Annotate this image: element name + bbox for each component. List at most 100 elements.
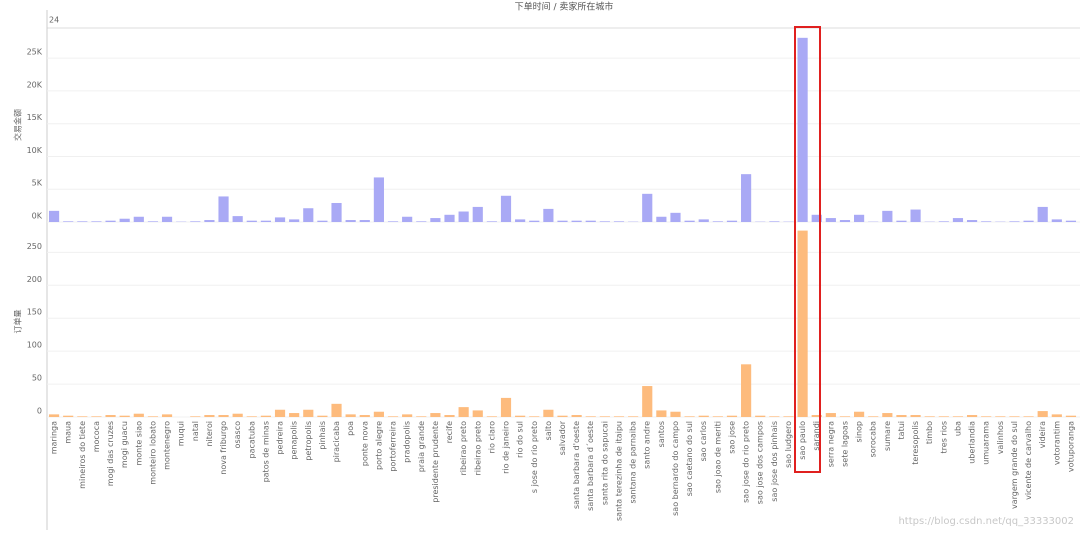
bar	[260, 220, 271, 222]
x-tick-label: sao jose do rio preto	[742, 421, 751, 503]
bar	[1009, 221, 1020, 222]
bar	[811, 415, 822, 417]
x-tick-label: sao jose dos campos	[756, 421, 765, 504]
y-tick-label: 25K	[27, 48, 43, 57]
bar	[1065, 415, 1077, 417]
bar	[274, 409, 286, 417]
bar	[839, 220, 851, 222]
bar	[500, 195, 512, 222]
bar	[981, 221, 992, 222]
bar	[628, 416, 639, 417]
bar	[712, 221, 723, 222]
x-tick-label: poa	[346, 421, 355, 436]
bar	[147, 416, 159, 417]
bar	[825, 218, 836, 222]
bar	[444, 415, 455, 417]
x-tick-label: maringa	[50, 421, 59, 454]
bar	[1051, 414, 1062, 417]
bar	[698, 415, 709, 417]
bar	[416, 221, 427, 222]
bar	[91, 221, 102, 222]
x-tick-label: mogi das cruzes	[106, 421, 115, 486]
bar	[232, 413, 243, 417]
x-tick-label: sorocaba	[869, 421, 878, 457]
bar	[430, 218, 441, 222]
x-tick-label: mogi guacu	[120, 421, 129, 468]
y-tick-label: 250	[27, 242, 42, 251]
bar	[274, 217, 286, 222]
bar	[430, 413, 441, 417]
x-tick-label: santos	[657, 421, 666, 447]
bar	[896, 415, 907, 417]
x-tick-label: sao caetano do sul	[685, 421, 694, 496]
bar	[63, 221, 74, 222]
x-tick-label: umuarama	[982, 421, 991, 465]
x-tick-label: vicente de carvalho	[1024, 421, 1033, 500]
bar	[769, 221, 780, 222]
x-tick-label: mineiros do tiete	[78, 421, 87, 489]
x-tick-label: sao bernardo do campo	[671, 421, 680, 516]
y-axis-label: 订单量	[13, 310, 23, 334]
bar	[1023, 416, 1034, 417]
bar	[190, 416, 201, 417]
bar	[599, 221, 610, 222]
x-tick-label: santa rita do sapucai	[600, 421, 609, 505]
x-tick-label: mococa	[92, 421, 101, 452]
bar	[77, 221, 88, 222]
bar	[119, 415, 130, 417]
bar	[458, 211, 469, 222]
bar	[656, 216, 667, 222]
bar	[48, 414, 60, 417]
x-tick-label: videira	[1038, 421, 1047, 448]
bar	[684, 416, 695, 417]
header-label: 24	[49, 16, 59, 25]
x-tick-label: patos de minas	[261, 421, 270, 482]
bar	[543, 409, 554, 417]
x-tick-label: santana de parnaiba	[629, 421, 638, 504]
bar	[246, 416, 257, 417]
bar	[486, 416, 497, 417]
bar	[966, 415, 978, 417]
x-tick-label: osasco	[233, 421, 242, 449]
bar	[289, 219, 300, 222]
bar	[684, 220, 695, 222]
watermark: https://blog.csdn.net/qq_33333002	[898, 516, 1074, 527]
bar	[218, 196, 229, 222]
bar	[387, 221, 399, 222]
bar	[938, 416, 949, 417]
x-tick-label: uberlandia	[968, 421, 977, 464]
bar	[882, 210, 893, 222]
x-tick-label: porto alegre	[374, 421, 383, 470]
bar	[613, 416, 625, 417]
bar	[642, 386, 653, 417]
bar	[670, 411, 681, 417]
bar	[966, 220, 978, 222]
bar	[91, 416, 102, 417]
bar	[529, 416, 540, 417]
bar	[48, 210, 60, 222]
bar	[289, 413, 300, 417]
bar	[458, 407, 469, 417]
highlight-box	[794, 26, 821, 473]
bar	[952, 218, 964, 222]
bar	[486, 221, 497, 222]
bar	[190, 221, 201, 222]
x-tick-label: petropolis	[304, 421, 313, 461]
bar	[1037, 411, 1048, 417]
bar	[260, 415, 271, 417]
y-tick-label: 200	[27, 275, 42, 284]
bar	[133, 216, 144, 222]
x-tick-label: recife	[445, 421, 454, 443]
x-tick-label: pinhais	[318, 421, 327, 450]
x-tick-label: sao paulo	[798, 421, 807, 460]
x-tick-label: sao ludgero	[784, 421, 793, 468]
x-tick-label: monteiro lobato	[148, 421, 157, 485]
bar	[515, 415, 526, 417]
bar	[1065, 220, 1077, 222]
x-tick-label: valinhos	[996, 421, 1005, 454]
bar	[755, 415, 766, 417]
bar	[529, 220, 540, 222]
bar	[854, 411, 865, 417]
bar	[232, 216, 243, 222]
